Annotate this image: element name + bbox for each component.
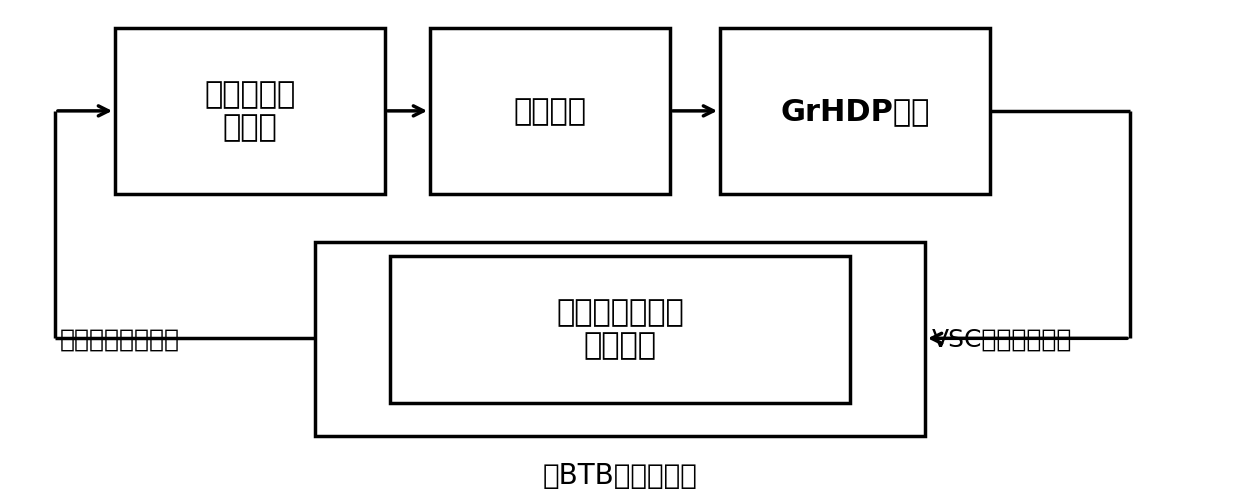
Text: 自适应时滞
补偿器: 自适应时滞 补偿器: [205, 80, 295, 143]
Text: 移相单元: 移相单元: [513, 97, 587, 126]
Text: VSC附加控制信号: VSC附加控制信号: [932, 327, 1073, 351]
Bar: [391, 256, 849, 403]
Bar: [720, 28, 990, 194]
Text: 含BTB的电力系统: 含BTB的电力系统: [543, 463, 697, 491]
Bar: [115, 28, 384, 194]
Text: 系统广域反馈信号: 系统广域反馈信号: [60, 327, 180, 351]
Bar: [430, 28, 670, 194]
Text: 背靠背柔性直流
控制系统: 背靠背柔性直流 控制系统: [556, 298, 684, 360]
Bar: [315, 242, 925, 436]
Text: GrHDP单元: GrHDP单元: [780, 97, 930, 126]
